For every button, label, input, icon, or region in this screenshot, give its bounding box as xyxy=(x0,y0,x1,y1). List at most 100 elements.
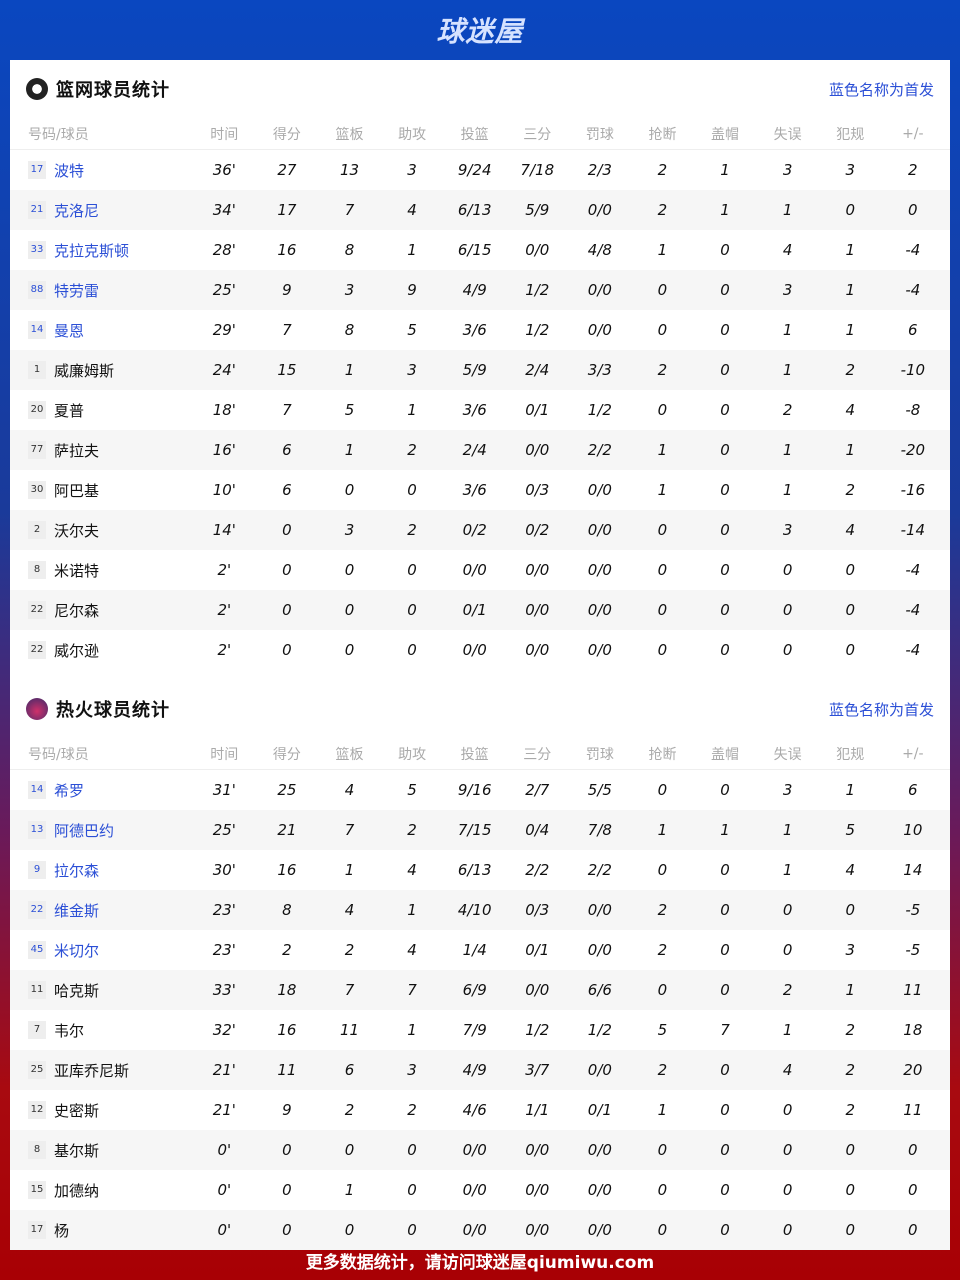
player-name[interactable]: 亚库乔尼斯 xyxy=(54,1061,130,1080)
table-row[interactable]: 30 阿巴基 10' 6 0 0 3/6 0/3 0/0 1 0 1 2 -16 xyxy=(10,470,950,510)
stat-cell: 0/0 xyxy=(462,641,487,659)
stat-cell: 1 xyxy=(845,241,855,259)
stat-cell: 7 xyxy=(407,981,417,999)
stat-cell: 0/0 xyxy=(587,321,612,339)
player-name[interactable]: 克拉克斯顿 xyxy=(54,241,130,260)
table-row[interactable]: 45 米切尔 23' 2 2 4 1/4 0/1 0/0 2 0 0 3 -5 xyxy=(10,930,950,970)
table-row[interactable]: 25 亚库乔尼斯 21' 11 6 3 4/9 3/7 0/0 2 0 4 2 20 xyxy=(10,1050,950,1090)
table-row[interactable]: 8 米诺特 2' 0 0 0 0/0 0/0 0/0 0 0 0 0 -4 xyxy=(10,550,950,590)
jersey-number: 22 xyxy=(28,901,46,919)
stat-cell: 0 xyxy=(720,781,730,799)
player-name[interactable]: 曼恩 xyxy=(54,321,85,340)
stat-cell: 25' xyxy=(212,281,236,299)
stat-cell: 0/1 xyxy=(462,601,487,619)
stat-cell: 16 xyxy=(277,241,297,259)
player-name[interactable]: 基尔斯 xyxy=(54,1141,100,1160)
stat-cell: 4/9 xyxy=(462,1061,487,1079)
stat-cell: 0 xyxy=(657,1221,668,1239)
player-name[interactable]: 希罗 xyxy=(54,781,85,800)
table-row[interactable]: 15 加德纳 0' 0 1 0 0/0 0/0 0/0 0 0 0 0 0 xyxy=(10,1170,950,1210)
jersey-number: 30 xyxy=(28,481,46,499)
player-cell: 1 威廉姆斯 xyxy=(10,360,193,381)
stat-cell: 0 xyxy=(720,1061,730,1079)
player-name[interactable]: 史密斯 xyxy=(54,1101,100,1120)
table-row[interactable]: 22 尼尔森 2' 0 0 0 0/1 0/0 0/0 0 0 0 0 -4 xyxy=(10,590,950,630)
stat-cell: 3 xyxy=(407,1061,417,1079)
table-row[interactable]: 17 杨 0' 0 0 0 0/0 0/0 0/0 0 0 0 0 0 xyxy=(10,1210,950,1250)
table-row[interactable]: 11 哈克斯 33' 18 7 7 6/9 0/0 6/6 0 0 2 1 11 xyxy=(10,970,950,1010)
table-row[interactable]: 22 维金斯 23' 8 4 1 4/10 0/3 0/0 2 0 0 0 -5 xyxy=(10,890,950,930)
player-name[interactable]: 拉尔森 xyxy=(54,861,100,880)
player-name[interactable]: 米诺特 xyxy=(54,561,100,580)
stat-cell: 4 xyxy=(845,521,855,539)
stat-cell: 0/0 xyxy=(525,601,550,619)
stat-cell: 28' xyxy=(212,241,236,259)
player-name[interactable]: 沃尔夫 xyxy=(54,521,100,540)
player-name[interactable]: 阿巴基 xyxy=(54,481,100,500)
table-row[interactable]: 14 曼恩 29' 7 8 5 3/6 1/2 0/0 0 0 1 1 6 xyxy=(10,310,950,350)
player-cell: 33 克拉克斯顿 xyxy=(10,240,193,261)
table-row[interactable]: 2 沃尔夫 14' 0 3 2 0/2 0/2 0/0 0 0 3 4 -14 xyxy=(10,510,950,550)
table-row[interactable]: 33 克拉克斯顿 28' 16 8 1 6/15 0/0 4/8 1 0 4 1 -4 xyxy=(10,230,950,270)
stat-cell: 0 xyxy=(845,1221,855,1239)
player-name[interactable]: 加德纳 xyxy=(54,1181,100,1200)
stat-cell: 0 xyxy=(720,401,730,419)
stat-cell: 0 xyxy=(407,601,417,619)
player-name[interactable]: 维金斯 xyxy=(54,901,100,920)
stat-cell: 3/7 xyxy=(525,1061,550,1079)
table-row[interactable]: 17 波特 36' 27 13 3 9/24 7/18 2/3 2 1 3 3 2 xyxy=(10,150,950,190)
stat-cell: 5/9 xyxy=(462,361,487,379)
player-name[interactable]: 米切尔 xyxy=(54,941,100,960)
stat-cell: 2 xyxy=(657,161,668,179)
player-name[interactable]: 特劳雷 xyxy=(54,281,100,300)
stat-cell: 23' xyxy=(212,941,236,959)
player-cell: 22 维金斯 xyxy=(10,900,193,921)
player-name[interactable]: 阿德巴约 xyxy=(54,821,115,840)
table-row[interactable]: 88 特劳雷 25' 9 3 9 4/9 1/2 0/0 0 0 3 1 -4 xyxy=(10,270,950,310)
player-name[interactable]: 夏普 xyxy=(54,401,85,420)
stat-cell: 1 xyxy=(782,861,793,879)
stat-cell: 0 xyxy=(782,901,793,919)
table-row[interactable]: 1 威廉姆斯 24' 15 1 3 5/9 2/4 3/3 2 0 1 2 -10 xyxy=(10,350,950,390)
stat-cell: 7/15 xyxy=(457,821,492,839)
stat-cell: 0' xyxy=(217,1221,232,1239)
stat-cell: 0/0 xyxy=(462,1181,487,1199)
jersey-number: 8 xyxy=(28,561,46,579)
table-row[interactable]: 9 拉尔森 30' 16 1 4 6/13 2/2 2/2 0 0 1 4 14 xyxy=(10,850,950,890)
stat-cell: -4 xyxy=(905,561,921,579)
table-row[interactable]: 77 萨拉夫 16' 6 1 2 2/4 0/0 2/2 1 0 1 1 -20 xyxy=(10,430,950,470)
player-name[interactable]: 威尔逊 xyxy=(54,641,100,660)
table-row[interactable]: 13 阿德巴约 25' 21 7 2 7/15 0/4 7/8 1 1 1 5 10 xyxy=(10,810,950,850)
stat-cell: 0/1 xyxy=(525,401,550,419)
stat-cell: 0 xyxy=(657,601,668,619)
player-cell: 45 米切尔 xyxy=(10,940,193,961)
stat-cell: 7 xyxy=(344,201,355,219)
player-name[interactable]: 哈克斯 xyxy=(54,981,100,1000)
player-name[interactable]: 萨拉夫 xyxy=(54,441,100,460)
stat-cell: 2 xyxy=(845,361,855,379)
stat-cell: 6 xyxy=(908,321,918,339)
stat-cell: 0 xyxy=(720,981,730,999)
player-name[interactable]: 韦尔 xyxy=(54,1021,85,1040)
player-name[interactable]: 克洛尼 xyxy=(54,201,100,220)
jersey-number: 15 xyxy=(28,1181,46,1199)
table-row[interactable]: 12 史密斯 21' 9 2 2 4/6 1/1 0/1 1 0 0 2 11 xyxy=(10,1090,950,1130)
table-row[interactable]: 8 基尔斯 0' 0 0 0 0/0 0/0 0/0 0 0 0 0 0 xyxy=(10,1130,950,1170)
table-row[interactable]: 7 韦尔 32' 16 11 1 7/9 1/2 1/2 5 7 1 2 18 xyxy=(10,1010,950,1050)
stat-cell: 0/0 xyxy=(525,1141,550,1159)
column-header: 失误 xyxy=(773,746,802,763)
player-name[interactable]: 杨 xyxy=(54,1221,70,1240)
player-name[interactable]: 威廉姆斯 xyxy=(54,361,115,380)
player-name[interactable]: 波特 xyxy=(54,161,85,180)
stat-cell: 7 xyxy=(344,821,355,839)
table-row[interactable]: 20 夏普 18' 7 5 1 3/6 0/1 1/2 0 0 2 4 -8 xyxy=(10,390,950,430)
stat-cell: 0/0 xyxy=(525,241,550,259)
stat-cell: 0 xyxy=(845,641,855,659)
table-row[interactable]: 21 克洛尼 34' 17 7 4 6/13 5/9 0/0 2 1 1 0 0 xyxy=(10,190,950,230)
stat-cell: 0 xyxy=(657,401,668,419)
player-name[interactable]: 尼尔森 xyxy=(54,601,100,620)
stat-cell: 0 xyxy=(845,601,855,619)
table-row[interactable]: 14 希罗 31' 25 4 5 9/16 2/7 5/5 0 0 3 1 6 xyxy=(10,770,950,810)
table-row[interactable]: 22 威尔逊 2' 0 0 0 0/0 0/0 0/0 0 0 0 0 -4 xyxy=(10,630,950,670)
stat-cell: 9/16 xyxy=(457,781,492,799)
